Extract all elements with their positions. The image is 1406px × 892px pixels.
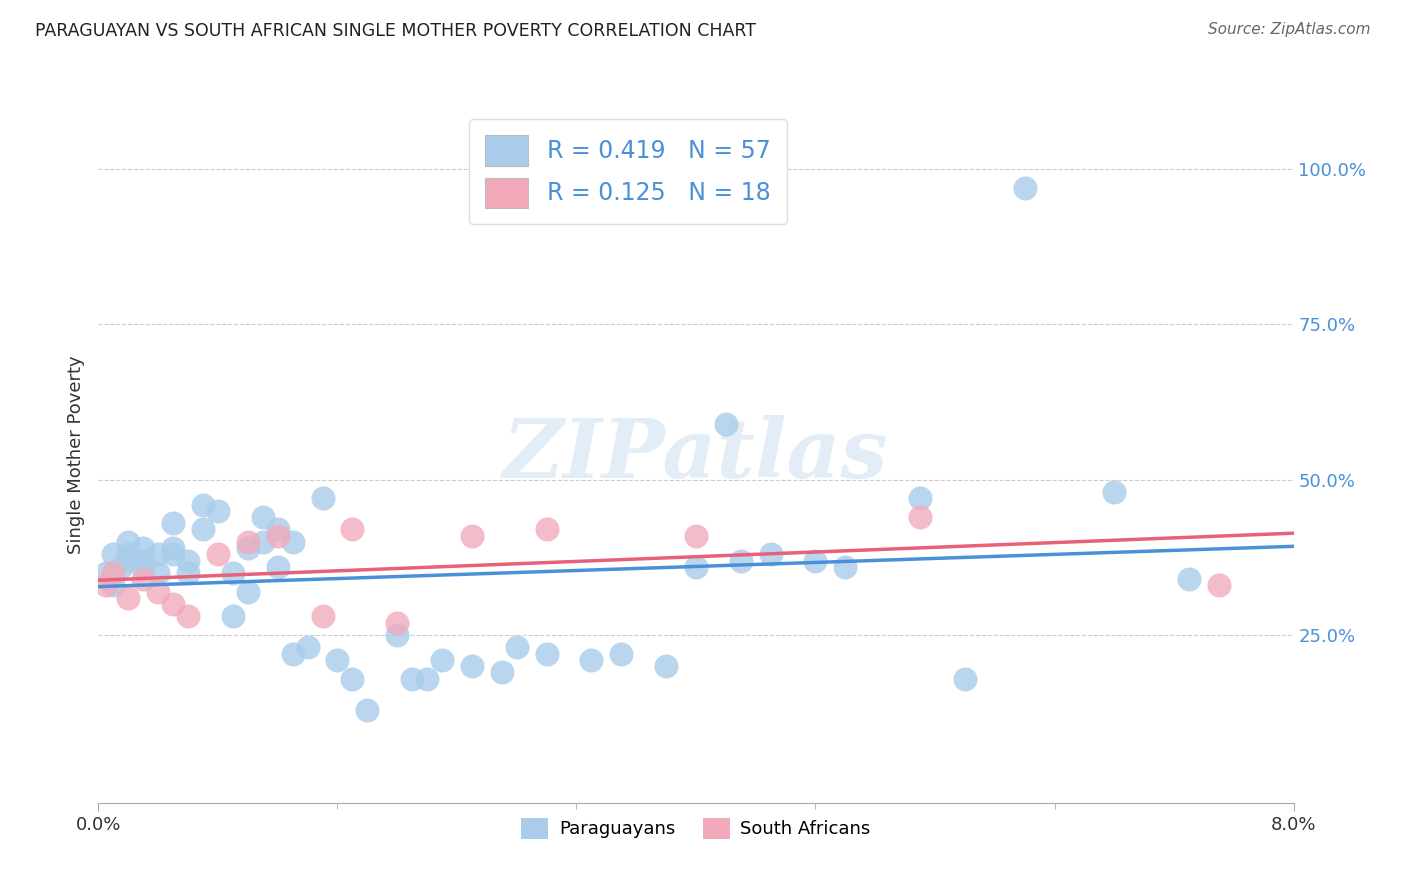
Point [236,541,259,555]
Point [117,591,139,605]
Point [148,584,170,599]
Point [148,547,170,561]
Point [267,523,290,537]
Point [834,559,856,574]
Point [236,534,259,549]
Point [267,559,290,574]
Point [311,609,333,624]
Point [117,534,139,549]
Point [207,547,229,561]
Text: ZIPatlas: ZIPatlas [503,415,889,495]
Point [416,672,439,686]
Point [103,578,125,592]
Point [281,534,304,549]
Point [536,647,558,661]
Point [1014,181,1036,195]
Point [685,529,707,543]
Point [1104,485,1126,500]
Point [759,547,782,561]
Point [342,523,364,537]
Y-axis label: Single Mother Poverty: Single Mother Poverty [66,356,84,554]
Point [953,672,976,686]
Point [804,553,827,567]
Point [177,553,200,567]
Point [110,559,132,574]
Point [430,653,453,667]
Point [191,498,214,512]
Point [311,491,333,506]
Point [117,547,139,561]
Point [148,566,170,580]
Point [132,572,155,586]
Point [103,566,125,580]
Point [162,516,184,531]
Point [1178,572,1201,586]
Point [581,653,603,667]
Point [297,640,319,655]
Point [685,559,707,574]
Point [326,653,349,667]
Point [281,647,304,661]
Point [267,529,290,543]
Point [401,672,423,686]
Point [162,547,184,561]
Point [491,665,513,680]
Point [222,566,245,580]
Point [132,553,155,567]
Point [117,553,139,567]
Point [132,541,155,555]
Point [177,566,200,580]
Point [191,523,214,537]
Point [252,510,274,524]
Point [94,578,117,592]
Point [461,659,484,673]
Point [461,529,484,543]
Point [252,534,274,549]
Text: PARAGUAYAN VS SOUTH AFRICAN SINGLE MOTHER POVERTY CORRELATION CHART: PARAGUAYAN VS SOUTH AFRICAN SINGLE MOTHE… [35,22,756,40]
Point [655,659,678,673]
Point [222,609,245,624]
Point [908,491,931,506]
Point [207,504,229,518]
Point [342,672,364,686]
Point [385,615,409,630]
Point [94,566,117,580]
Point [177,609,200,624]
Point [103,547,125,561]
Point [385,628,409,642]
Point [714,417,737,431]
Text: Source: ZipAtlas.com: Source: ZipAtlas.com [1208,22,1371,37]
Point [132,559,155,574]
Point [610,647,633,661]
Point [162,597,184,611]
Point [356,703,378,717]
Point [1208,578,1230,592]
Point [536,523,558,537]
Point [730,553,752,567]
Point [162,541,184,555]
Point [908,510,931,524]
Point [236,584,259,599]
Legend: Paraguayans, South Africans: Paraguayans, South Africans [515,811,877,846]
Point [506,640,529,655]
